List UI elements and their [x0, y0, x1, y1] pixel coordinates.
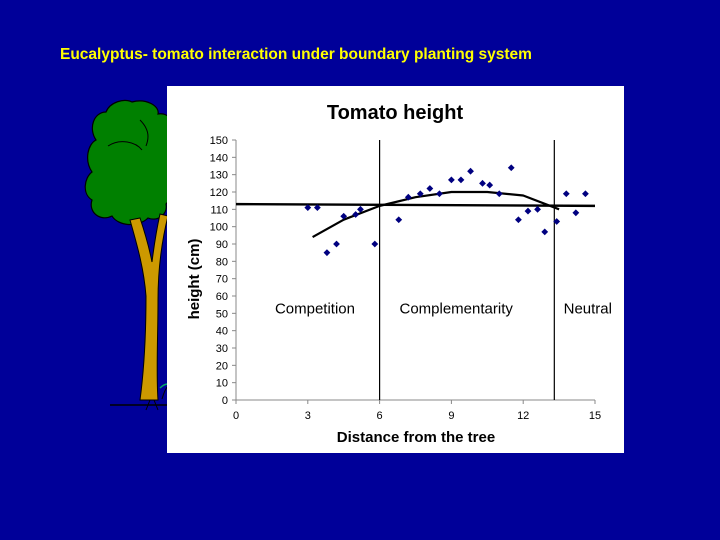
y-tick-label: 80 [216, 256, 228, 268]
data-point [426, 185, 434, 192]
data-point [534, 205, 541, 213]
y-tick-label: 140 [210, 152, 228, 164]
y-tick-label: 130 [210, 170, 228, 182]
data-point [404, 193, 412, 201]
y-tick-label: 120 [210, 187, 228, 199]
y-tick-label: 40 [216, 326, 228, 338]
data-point [582, 190, 589, 198]
data-point [323, 249, 331, 257]
data-point [357, 205, 364, 213]
slide-title: Eucalyptus- tomato interaction under bou… [60, 46, 532, 63]
y-tick-label: 70 [216, 274, 228, 286]
data-point [395, 216, 403, 224]
ground-line [110, 383, 169, 411]
y-tick-label: 30 [216, 343, 228, 355]
y-axis-label: height (cm) [186, 239, 203, 320]
data-point [486, 181, 494, 189]
data-point [436, 190, 443, 198]
data-point [333, 240, 340, 248]
y-tick-label: 0 [222, 395, 228, 407]
x-tick-label: 3 [305, 410, 311, 422]
zone-label: Competition [275, 300, 355, 317]
x-axis-label: Distance from the tree [337, 429, 495, 446]
x-tick-label: 15 [589, 410, 601, 422]
plot-area: 0 10 20 30 40 50 60 70 80 90 100 110 120 130 140 150 0 3 6… [210, 135, 612, 422]
data-point [572, 209, 580, 217]
x-tick-label: 12 [517, 410, 529, 422]
y-tick-label: 150 [210, 135, 228, 147]
y-tick-label: 60 [216, 291, 228, 303]
y-tick-label: 50 [216, 308, 228, 320]
data-point [479, 179, 486, 187]
x-tick-label: 6 [377, 410, 383, 422]
x-tick-label: 9 [448, 410, 454, 422]
quadratic-trend-curve [312, 190, 560, 239]
y-tick-label: 10 [216, 378, 228, 390]
chart-panel: Tomato height height (cm) Distance from … [167, 86, 624, 453]
x-tick-label: 0 [233, 410, 239, 422]
y-tick-label: 90 [216, 239, 228, 251]
tree-trunk [129, 213, 169, 401]
data-point [562, 190, 570, 198]
data-point [495, 190, 503, 198]
data-point [467, 167, 474, 175]
data-point [448, 176, 455, 184]
chart-title: Tomato height [327, 102, 464, 124]
zone-label: Neutral [564, 300, 612, 317]
tomato-height-chart: Tomato height height (cm) Distance from … [186, 102, 612, 446]
data-point [524, 207, 532, 215]
data-point [457, 176, 465, 184]
y-tick-label: 110 [210, 204, 228, 216]
data-point [304, 204, 312, 211]
zone-label: Complementarity [399, 300, 513, 317]
y-tick-label: 20 [216, 360, 228, 372]
data-point [507, 164, 515, 172]
data-point [313, 204, 321, 211]
y-tick-label: 100 [210, 222, 228, 234]
data-point [515, 216, 522, 224]
data-point [416, 190, 424, 198]
data-point [553, 218, 561, 225]
data-point [371, 240, 379, 248]
data-point [340, 212, 348, 220]
data-point [352, 211, 360, 218]
tree-crown [84, 99, 179, 226]
data-point [541, 228, 549, 236]
linear-trend-line [235, 202, 596, 208]
